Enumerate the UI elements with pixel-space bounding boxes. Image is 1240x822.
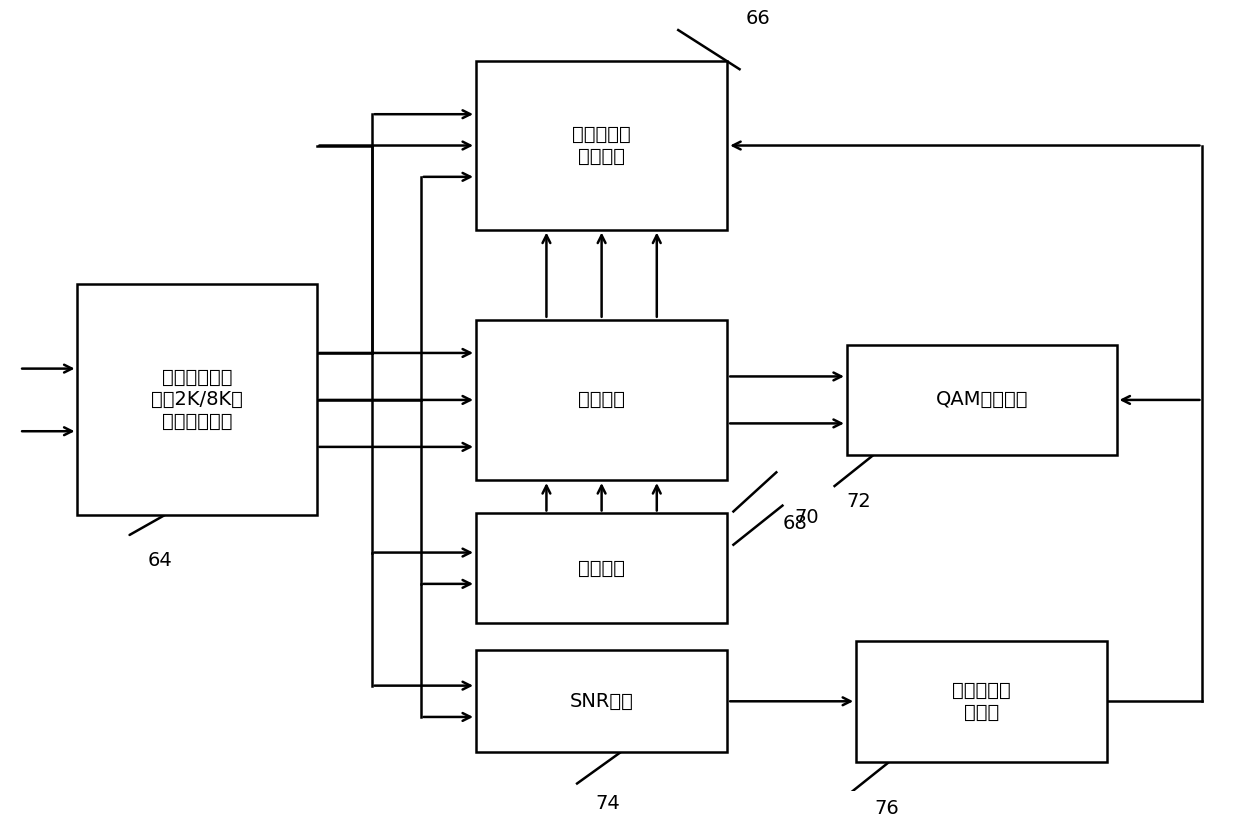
- FancyBboxPatch shape: [476, 514, 728, 623]
- Text: SNR估测: SNR估测: [569, 692, 634, 711]
- Text: 70: 70: [795, 508, 820, 527]
- FancyBboxPatch shape: [476, 62, 728, 229]
- Text: QAM对应装置: QAM对应装置: [935, 390, 1028, 409]
- Text: 传输参数信
令解码器: 传输参数信 令解码器: [572, 125, 631, 166]
- Text: 通道更正: 通道更正: [578, 390, 625, 409]
- Text: 维特比输入
处理器: 维特比输入 处理器: [952, 681, 1011, 722]
- Text: 64: 64: [148, 551, 172, 570]
- FancyBboxPatch shape: [476, 650, 728, 752]
- FancyBboxPatch shape: [856, 640, 1107, 762]
- FancyBboxPatch shape: [77, 284, 316, 515]
- FancyBboxPatch shape: [847, 345, 1116, 455]
- Text: 66: 66: [745, 9, 770, 28]
- Text: 正交频分复用
解码2K/8K快
速傅立叶转换: 正交频分复用 解码2K/8K快 速傅立叶转换: [151, 368, 243, 432]
- Text: 68: 68: [782, 514, 807, 533]
- Text: 76: 76: [874, 800, 899, 819]
- FancyBboxPatch shape: [476, 320, 728, 480]
- Text: 74: 74: [595, 793, 620, 813]
- Text: 72: 72: [847, 492, 872, 511]
- Text: 通道估测: 通道估测: [578, 559, 625, 578]
